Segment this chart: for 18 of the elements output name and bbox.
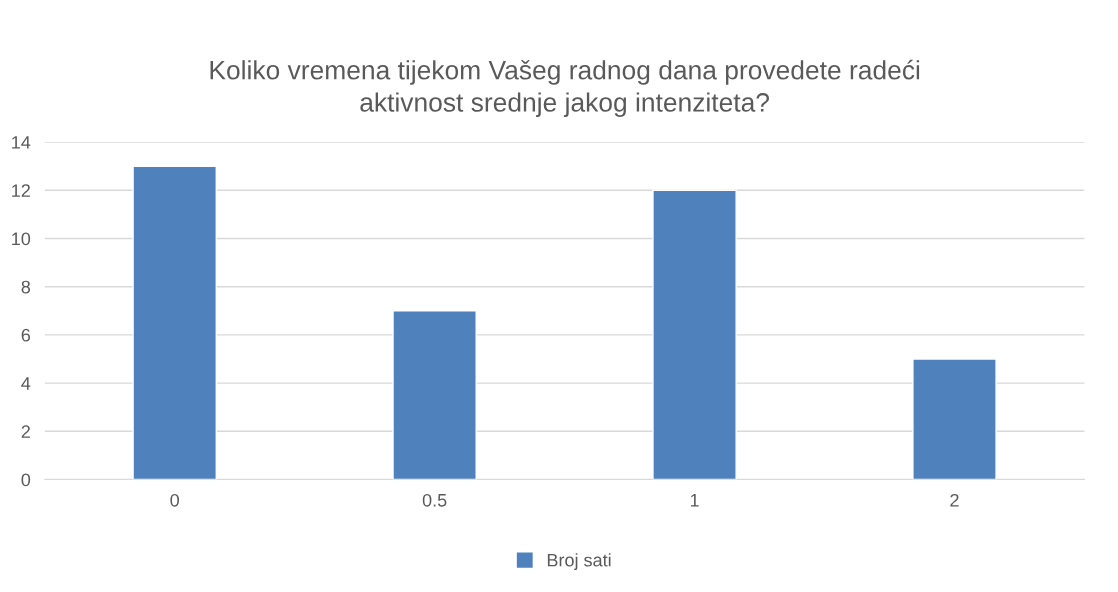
y-tick-label: 14 <box>12 136 31 149</box>
y-tick-label: 10 <box>12 232 31 246</box>
y-tick-label: 12 <box>12 184 30 197</box>
bar <box>132 165 217 480</box>
x-tick-label: 1 <box>690 494 699 507</box>
y-tick-label: 0 <box>21 473 31 487</box>
bar <box>912 358 997 480</box>
y-tick-label: 2 <box>21 425 30 438</box>
x-tick-label: 0.5 <box>422 493 447 507</box>
legend-label: Broj sati <box>547 553 611 571</box>
y-tick-label: 8 <box>21 280 31 294</box>
x-tick-label: 0 <box>170 493 179 507</box>
chart-title: Koliko vremena tijekom Vašeg radnog dana provedete radeći aktivnost srednje jakog intenziteta? <box>210 59 920 117</box>
x-tick-label: 2 <box>950 493 959 507</box>
y-tick-label: 6 <box>21 328 31 342</box>
bar <box>392 310 477 480</box>
y-tick-label: 4 <box>21 377 31 390</box>
bar <box>652 189 737 480</box>
